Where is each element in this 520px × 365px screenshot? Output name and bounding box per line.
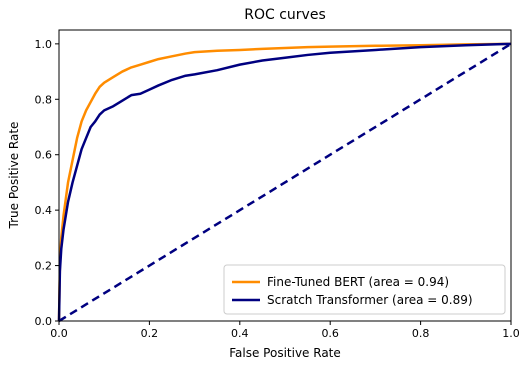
roc-series-line-0: [57, 42, 512, 322]
y-axis-label: True Positive Rate: [7, 122, 21, 230]
x-tick-label: 0.2: [141, 327, 159, 340]
y-tick-label: 0.6: [35, 149, 53, 162]
legend-label-scratch: Scratch Transformer (area = 0.89): [267, 293, 473, 307]
x-tick-label: 0.4: [231, 327, 249, 340]
legend-box: [223, 264, 506, 315]
plot-area: [57, 29, 512, 323]
y-tick-label: 0.4: [35, 204, 53, 217]
x-tick-label: 0.6: [321, 327, 339, 340]
legend-label-bert: Fine-Tuned BERT (area = 0.94): [267, 275, 449, 289]
x-tick-label: 1.0: [502, 327, 520, 340]
chance-diagonal-line: [58, 42, 512, 323]
x-tick-label: 0.0: [50, 327, 68, 340]
x-axis-label: False Positive Rate: [229, 346, 341, 360]
chart-title: ROC curves: [244, 7, 326, 23]
plot-frame: [58, 29, 512, 322]
y-tick-label: 0.8: [35, 93, 53, 106]
roc-series-line-1: [57, 42, 512, 322]
legend: Fine-Tuned BERT (area = 0.94) Scratch Tr…: [223, 264, 506, 315]
y-tick-label: 0.2: [35, 260, 53, 273]
x-axis-ticks: 0.0 0.2 0.4 0.6 0.8 1.0: [50, 321, 520, 340]
series-layer: [57, 42, 512, 323]
x-tick-label: 0.8: [412, 327, 430, 340]
y-tick-label: 1.0: [35, 38, 53, 51]
y-axis-ticks: 0.0 0.2 0.4 0.6 0.8 1.0: [35, 38, 59, 328]
y-tick-label: 0.0: [35, 315, 53, 328]
